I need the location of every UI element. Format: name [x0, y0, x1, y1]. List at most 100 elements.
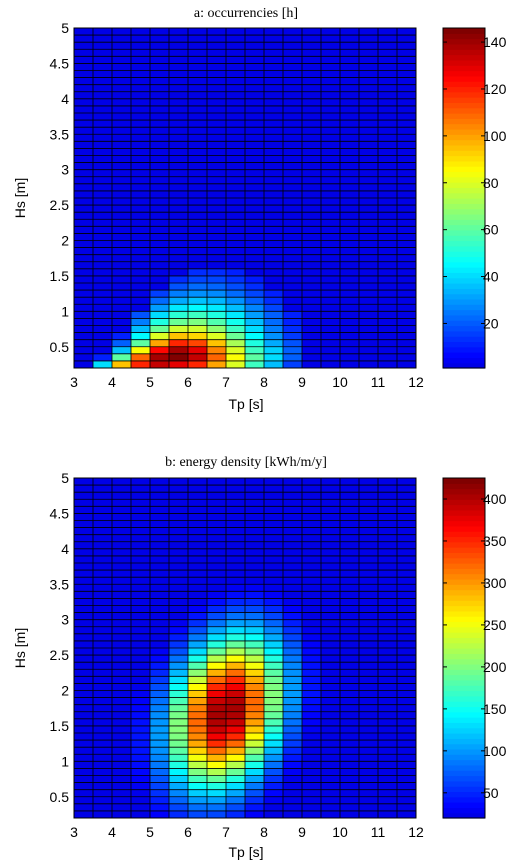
- heatmap-cell: [150, 183, 169, 191]
- heatmap-cell: [74, 782, 93, 790]
- heatmap-cell: [112, 183, 131, 191]
- heatmap-cell: [74, 534, 93, 542]
- heatmap-cell: [131, 190, 150, 198]
- heatmap-cell: [359, 325, 378, 333]
- heatmap-cell: [321, 346, 340, 354]
- heatmap-cell: [340, 655, 359, 663]
- heatmap-cell: [245, 648, 264, 656]
- y-tick-label: 1: [61, 303, 69, 319]
- heatmap-cell: [283, 499, 302, 507]
- heatmap-cell: [150, 254, 169, 262]
- heatmap-cell: [112, 169, 131, 177]
- heatmap-cell: [74, 718, 93, 726]
- heatmap-cell: [340, 56, 359, 64]
- heatmap-cell: [302, 212, 321, 220]
- heatmap-cell: [340, 513, 359, 521]
- heatmap-cell: [93, 655, 112, 663]
- heatmap-cell: [302, 605, 321, 613]
- heatmap-cell: [169, 254, 188, 262]
- heatmap-cell: [245, 803, 264, 811]
- heatmap-cell: [188, 63, 207, 71]
- heatmap-cell: [93, 190, 112, 198]
- heatmap-cell: [207, 541, 226, 549]
- heatmap-cell: [321, 198, 340, 206]
- heatmap-cell: [302, 261, 321, 269]
- heatmap-cell: [397, 346, 416, 354]
- heatmap-cell: [207, 105, 226, 113]
- heatmap-cell: [169, 311, 188, 319]
- heatmap-cell: [283, 570, 302, 578]
- heatmap-cell: [169, 113, 188, 121]
- heatmap-cell: [93, 91, 112, 99]
- heatmap-cell: [378, 35, 397, 43]
- heatmap-cell: [150, 803, 169, 811]
- heatmap-cell: [302, 325, 321, 333]
- heatmap-cell: [340, 134, 359, 142]
- heatmap-cell: [378, 134, 397, 142]
- heatmap-cell: [340, 339, 359, 347]
- heatmap-cell: [264, 176, 283, 184]
- heatmap-cell: [321, 127, 340, 135]
- heatmap-cell: [93, 332, 112, 340]
- heatmap-cell: [93, 676, 112, 684]
- heatmap-cell: [93, 290, 112, 298]
- heatmap-cell: [264, 527, 283, 535]
- heatmap-cell: [397, 190, 416, 198]
- heatmap-cell: [302, 612, 321, 620]
- heatmap-cell: [245, 499, 264, 507]
- heatmap-cell: [378, 42, 397, 50]
- heatmap-cell: [264, 704, 283, 712]
- heatmap-cell: [378, 683, 397, 691]
- heatmap-cell: [207, 747, 226, 755]
- heatmap-cell: [207, 513, 226, 521]
- heatmap-cell: [169, 775, 188, 783]
- heatmap-cell: [359, 513, 378, 521]
- heatmap-cell: [245, 198, 264, 206]
- heatmap-cell: [74, 332, 93, 340]
- heatmap-cell: [226, 247, 245, 255]
- heatmap-cell: [169, 134, 188, 142]
- heatmap-cell: [112, 605, 131, 613]
- heatmap-cell: [283, 353, 302, 361]
- heatmap-cell: [359, 740, 378, 748]
- heatmap-cell: [245, 555, 264, 563]
- colorbar-swatch: [443, 336, 485, 343]
- heatmap-cell: [150, 205, 169, 213]
- heatmap-cell: [207, 584, 226, 592]
- heatmap-cell: [131, 648, 150, 656]
- heatmap-cell: [131, 162, 150, 170]
- heatmap-cell: [340, 35, 359, 43]
- heatmap-cell: [397, 77, 416, 85]
- heatmap-cell: [397, 796, 416, 804]
- heatmap-cell: [302, 332, 321, 340]
- heatmap-cell: [378, 725, 397, 733]
- heatmap-cell: [283, 91, 302, 99]
- heatmap-cell: [112, 612, 131, 620]
- heatmap-cell: [340, 148, 359, 156]
- heatmap-cell: [245, 290, 264, 298]
- colorbar-swatch: [443, 499, 485, 506]
- heatmap-cell: [340, 353, 359, 361]
- heatmap-cell: [283, 290, 302, 298]
- heatmap-cell: [93, 740, 112, 748]
- heatmap-cell: [321, 711, 340, 719]
- heatmap-cell: [169, 704, 188, 712]
- heatmap-cell: [397, 141, 416, 149]
- heatmap-cell: [226, 162, 245, 170]
- heatmap-cell: [302, 120, 321, 128]
- heatmap-cell: [359, 747, 378, 755]
- heatmap-cell: [207, 205, 226, 213]
- heatmap-cell: [321, 548, 340, 556]
- heatmap-cell: [74, 492, 93, 500]
- heatmap-cell: [169, 346, 188, 354]
- heatmap-cell: [188, 633, 207, 641]
- y-axis-a-label: Hs [m]: [12, 178, 28, 218]
- heatmap-cell: [93, 697, 112, 705]
- heatmap-cell: [340, 527, 359, 535]
- heatmap-cell: [264, 332, 283, 340]
- heatmap-cell: [93, 155, 112, 163]
- heatmap-cell: [74, 290, 93, 298]
- heatmap-cell: [150, 113, 169, 121]
- heatmap-cell: [112, 584, 131, 592]
